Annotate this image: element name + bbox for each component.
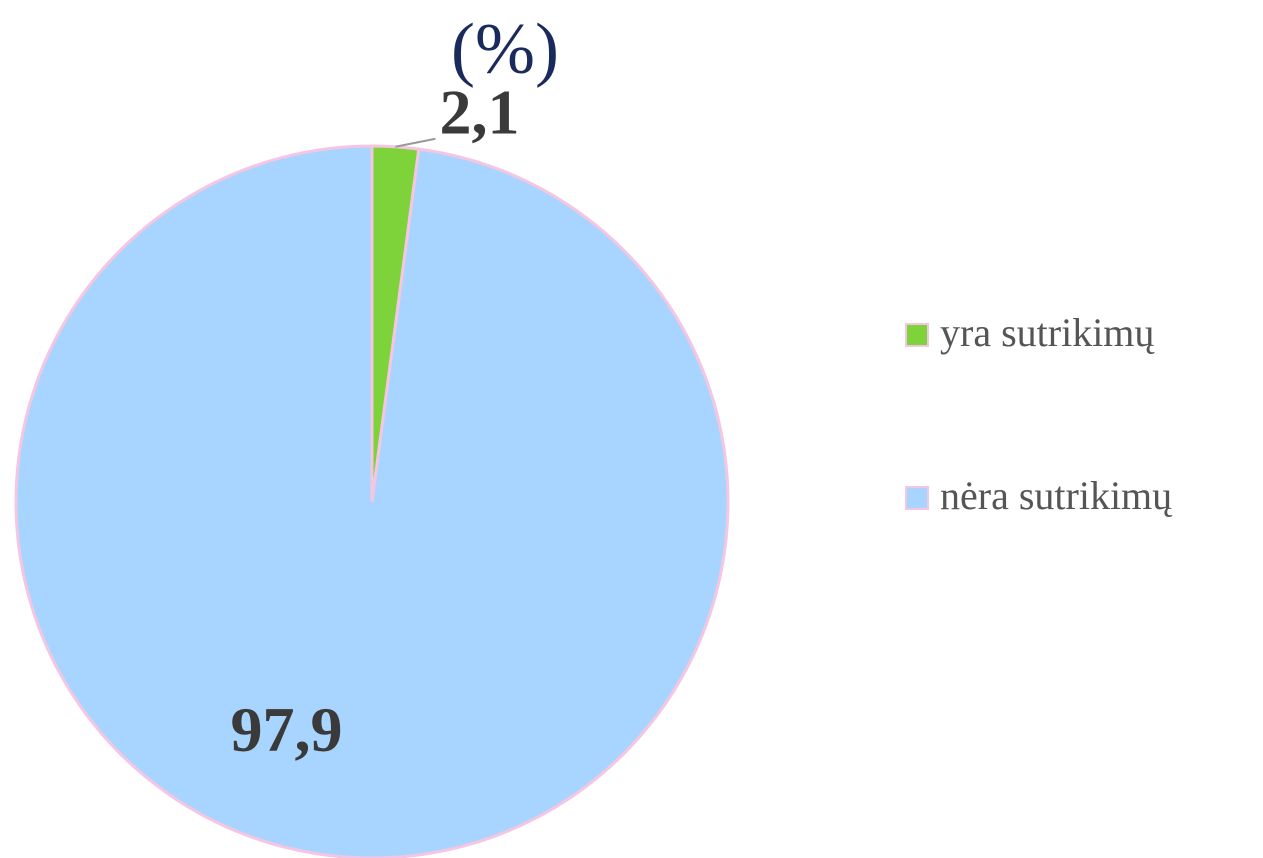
leader-line [395, 137, 436, 148]
pie-slice [14, 144, 730, 858]
data-label: 2,1 [439, 76, 519, 147]
legend-label: nėra sutrikimų [940, 473, 1173, 518]
legend-swatch [905, 323, 929, 347]
data-label: 97,9 [231, 694, 343, 765]
chart-title: (%) [451, 9, 559, 89]
legend-label: yra sutrikimų [940, 310, 1155, 355]
legend-swatch [905, 486, 929, 510]
